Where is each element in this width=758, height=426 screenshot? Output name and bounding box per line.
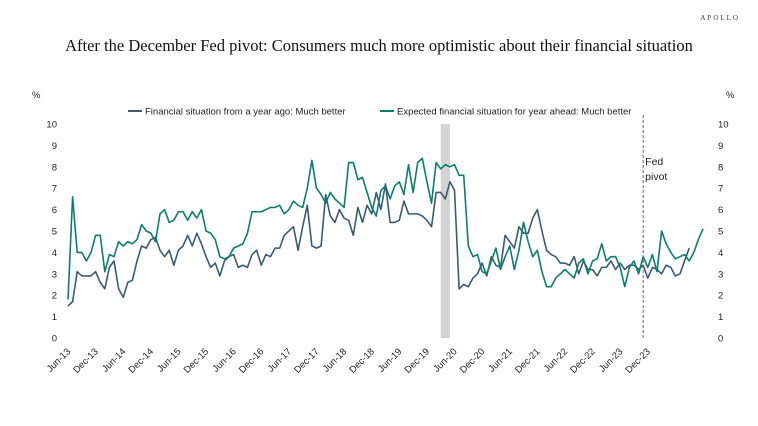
chart-title: After the December Fed pivot: Consumers …	[65, 36, 693, 55]
y-tick-left: 6	[52, 205, 57, 216]
y-tick-left: 10	[46, 120, 57, 131]
y-tick-right: 0	[718, 334, 723, 345]
x-tick-label: Dec-17	[292, 346, 321, 375]
y-tick-right: 10	[718, 120, 729, 131]
right-axis-unit: %	[726, 90, 735, 101]
y-tick-left: 4	[52, 248, 57, 259]
x-tick-label: Jun-22	[542, 346, 570, 374]
y-tick-right: 9	[718, 141, 723, 152]
x-tick-label: Dec-14	[127, 346, 156, 375]
x-tick-label: Dec-15	[182, 346, 211, 375]
x-tick-label: Dec-20	[458, 346, 487, 375]
left-axis-unit: %	[32, 90, 41, 101]
x-tick-label: Jun-16	[210, 346, 238, 374]
x-tick-label: Jun-19	[376, 346, 404, 374]
y-tick-right: 6	[718, 205, 723, 216]
x-tick-label: Dec-23	[623, 346, 652, 375]
y-tick-right: 5	[718, 227, 723, 238]
x-tick-label: Jun-15	[155, 346, 183, 374]
recession-shading	[440, 124, 450, 338]
legend-label-series-2: Expected financial situation for year ah…	[397, 107, 631, 118]
x-tick-label: Dec-18	[347, 346, 376, 375]
series-line-2	[67, 157, 704, 300]
x-tick-label: Jun-23	[597, 346, 625, 374]
x-tick-label: Dec-19	[403, 346, 432, 375]
y-tick-left: 7	[52, 184, 57, 195]
legend-label-series-1: Financial situation from a year ago: Muc…	[145, 107, 346, 118]
fed-pivot-label-line1: Fed	[645, 156, 663, 168]
y-tick-left: 8	[52, 162, 57, 173]
x-tick-label: Jun-13	[45, 346, 73, 374]
y-tick-left: 2	[52, 291, 57, 302]
brand-logo: APOLLO	[700, 14, 740, 22]
y-tick-right: 2	[718, 291, 723, 302]
y-tick-right: 7	[718, 184, 723, 195]
x-tick-label: Dec-13	[71, 346, 100, 375]
y-tick-right: 1	[718, 312, 723, 323]
x-tick-label: Jun-21	[487, 346, 515, 374]
x-tick-label: Dec-21	[513, 346, 542, 375]
y-tick-left: 5	[52, 227, 57, 238]
y-tick-left: 3	[52, 269, 57, 280]
y-tick-right: 4	[718, 248, 723, 259]
y-tick-left: 0	[52, 334, 57, 345]
y-tick-left: 9	[52, 141, 57, 152]
y-tick-left: 1	[52, 312, 57, 323]
y-tick-right: 8	[718, 162, 723, 173]
x-tick-label: Dec-22	[568, 346, 597, 375]
y-tick-right: 3	[718, 269, 723, 280]
fed-pivot-label-line2: pivot	[645, 171, 667, 183]
x-tick-label: Jun-17	[266, 346, 294, 374]
x-tick-label: Jun-14	[100, 346, 128, 374]
x-tick-label: Jun-20	[431, 346, 459, 374]
x-tick-label: Jun-18	[321, 346, 349, 374]
x-tick-label: Dec-16	[237, 346, 266, 375]
